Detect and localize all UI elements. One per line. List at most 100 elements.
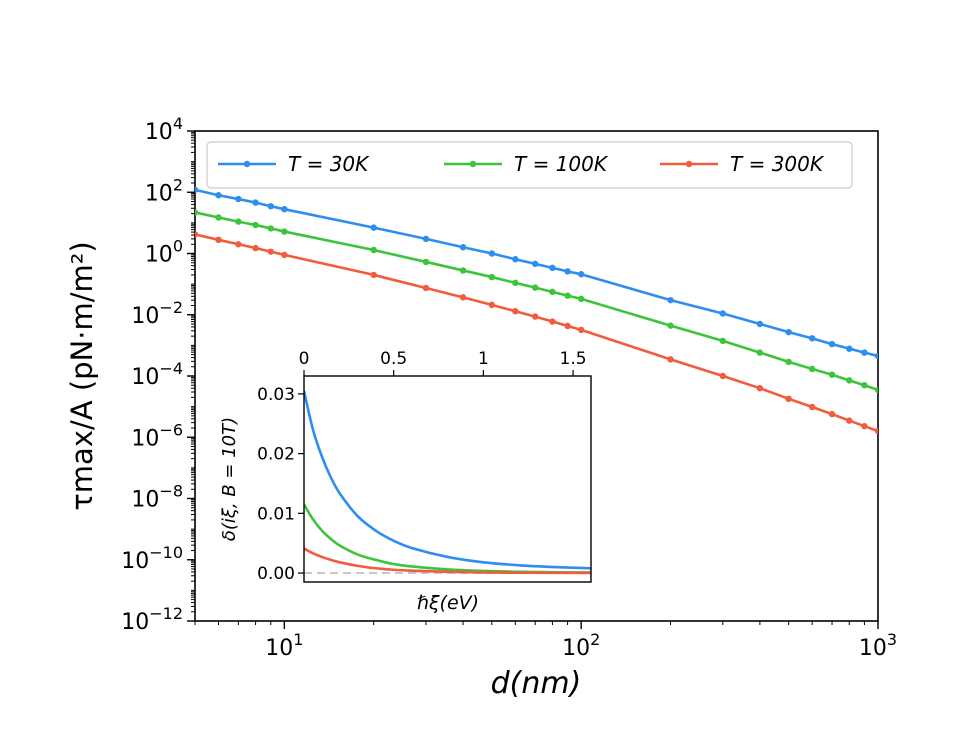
data-point	[195, 231, 199, 238]
data-point	[549, 318, 556, 325]
data-point	[756, 384, 764, 392]
legend-label: T = 100K	[514, 152, 609, 176]
data-point	[215, 214, 222, 221]
y-tick-label: 10−8	[131, 482, 183, 513]
data-point	[281, 251, 288, 259]
inset-x-tick-label: 1	[478, 349, 489, 369]
data-point	[235, 241, 242, 248]
legend-item: T = 300K	[660, 152, 825, 176]
data-point	[808, 403, 816, 411]
data-point	[512, 308, 519, 315]
data-point	[488, 250, 496, 257]
legend-label: T = 300K	[730, 152, 825, 176]
legend-box	[206, 141, 853, 189]
data-point	[667, 356, 674, 363]
data-point	[281, 228, 288, 235]
data-point	[719, 337, 726, 345]
data-point	[756, 320, 764, 328]
inset-y-tick-label: 0.01	[257, 504, 295, 524]
data-point	[874, 427, 878, 435]
y-tick-label: 104	[145, 114, 183, 145]
data-point	[459, 244, 467, 251]
data-point	[488, 301, 496, 309]
series-line	[195, 188, 878, 358]
data-point	[785, 358, 792, 366]
inset-x-tick-label: 0	[299, 349, 310, 369]
y-tick-label: 10−2	[131, 298, 183, 329]
data-point	[422, 235, 430, 243]
legend: T = 30K T = 100K T = 300K	[206, 141, 853, 189]
x-tick-label: 102	[562, 630, 600, 661]
series-1	[195, 186, 878, 360]
x-tick-label: 103	[859, 630, 897, 661]
data-point	[235, 218, 242, 225]
main-x-axis-label: d(nm)	[491, 666, 582, 701]
inset-y-ticks: 0.00 0.01 0.02 0.03	[257, 385, 304, 584]
data-point	[756, 349, 764, 356]
inset-x-tick-label: 0.5	[380, 349, 407, 369]
data-point	[459, 267, 467, 274]
data-point	[719, 310, 726, 317]
legend-item: T = 30K	[218, 152, 370, 176]
data-point	[667, 296, 674, 304]
data-point	[667, 322, 674, 329]
inset-x-axis-label: ℏξ(eV)	[417, 592, 479, 614]
data-point	[861, 422, 868, 430]
data-point	[846, 417, 853, 424]
data-point	[512, 279, 519, 287]
legend-marker	[685, 160, 693, 168]
inset-background	[304, 376, 591, 582]
data-point	[215, 192, 222, 199]
data-point	[874, 352, 878, 360]
data-point	[459, 294, 467, 301]
inset-series-1-line	[304, 390, 591, 570]
y-tick-label: 10−10	[121, 543, 183, 574]
data-point	[785, 328, 792, 336]
data-point	[577, 271, 585, 278]
inset-y-tick-label: 0.02	[257, 445, 295, 465]
inset-y-axis-label: δ(iξ, B = 10T)	[219, 417, 240, 541]
data-point	[828, 340, 836, 348]
series-line	[195, 211, 878, 392]
data-point	[861, 382, 868, 389]
inset-x-ticks: 0 0.5 1 1.5	[299, 349, 587, 376]
data-point	[564, 268, 571, 275]
data-point	[828, 371, 836, 378]
data-point	[564, 322, 571, 330]
data-point	[828, 410, 836, 418]
main-series-group	[195, 186, 878, 435]
legend-label: T = 30K	[288, 152, 370, 176]
data-point	[564, 292, 571, 299]
legend-items: T = 30K T = 100K T = 300K	[218, 152, 825, 176]
data-point	[861, 349, 868, 356]
data-point	[549, 264, 556, 272]
data-point	[235, 195, 242, 203]
data-point	[785, 395, 792, 403]
x-tick-label: 101	[265, 630, 303, 661]
data-point	[512, 256, 519, 263]
y-tick-label: 10−12	[121, 604, 183, 635]
main-x-ticks: 101 102 103	[194, 621, 897, 661]
data-point	[215, 236, 222, 244]
data-point	[531, 313, 539, 320]
inset-y-tick-label: 0.00	[257, 564, 295, 584]
inset-plot-frame	[303, 375, 592, 583]
data-point	[422, 284, 430, 292]
main-y-axis-label: τmax/A (pN·m/m²)	[65, 241, 99, 510]
data-point	[874, 386, 878, 394]
data-point	[195, 209, 199, 216]
y-tick-label: 10−6	[131, 420, 183, 451]
data-point	[719, 372, 726, 380]
y-tick-label: 102	[145, 175, 183, 206]
data-point	[281, 205, 288, 213]
y-tick-label: 100	[145, 237, 183, 268]
data-point	[808, 335, 816, 342]
data-point	[370, 246, 377, 254]
data-point	[808, 365, 816, 373]
series-2	[195, 209, 878, 394]
data-point	[531, 260, 539, 268]
legend-marker	[243, 160, 251, 168]
data-point	[267, 203, 274, 210]
y-tick-label: 10−4	[131, 359, 183, 390]
